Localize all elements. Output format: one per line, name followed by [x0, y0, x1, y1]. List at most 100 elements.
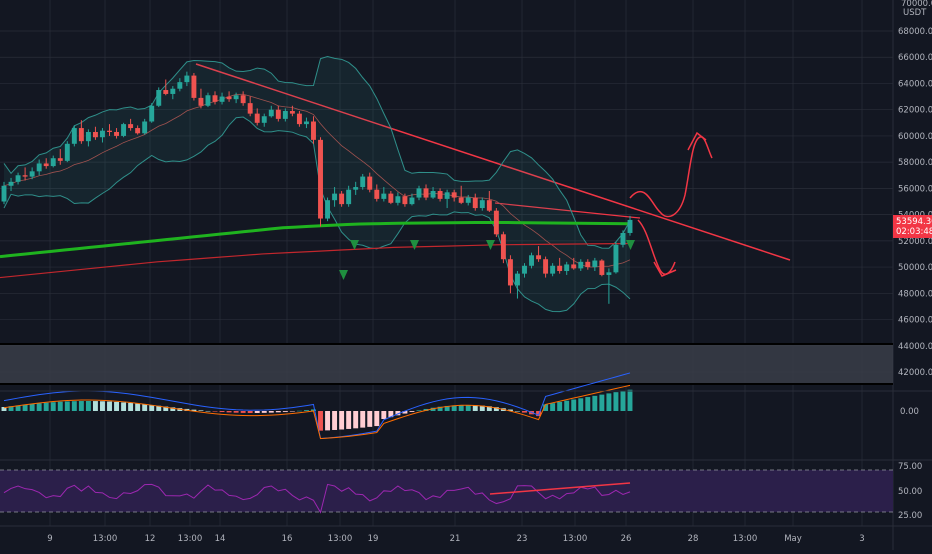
candle [128, 118, 134, 131]
candle [163, 79, 169, 96]
macd-histogram-bar [92, 401, 98, 411]
candle-body [388, 193, 394, 203]
time-axis[interactable]: 9 13:00 12 13:00 14 16 13:00 19 21 23 13:00 26 28 13:… [47, 534, 864, 544]
candle-body [184, 75, 190, 83]
macd-histogram-bar [100, 401, 105, 411]
candle-body [71, 128, 77, 144]
price-axis-title: 70000.00 [901, 0, 932, 9]
candle-body [409, 197, 415, 205]
signal-marker [350, 240, 359, 250]
rsi-polyline [3, 483, 631, 514]
candle [437, 188, 443, 202]
price-axis-tick: 62000.00 [898, 106, 932, 116]
candle-body [8, 181, 14, 186]
candle-body [395, 196, 401, 203]
candle [444, 189, 450, 209]
candle-body [198, 97, 204, 106]
macd-histogram-bar [43, 402, 49, 411]
candle [599, 259, 605, 277]
candle-body [170, 88, 176, 94]
macd-histogram-bar [578, 398, 584, 411]
candle [613, 242, 619, 274]
signal-marker [486, 240, 495, 250]
macd-histogram-bar [458, 405, 464, 411]
candle [15, 172, 21, 185]
price-axis-tick: 66000.00 [898, 53, 932, 63]
candle-body [128, 124, 134, 129]
macd-histogram-bar [191, 409, 197, 411]
candle-body [254, 113, 260, 123]
candle [121, 122, 127, 138]
candle [1, 181, 7, 205]
macd-histogram-bar [430, 407, 436, 411]
rsi-line [3, 483, 631, 514]
macd-histogram-bar [1, 407, 7, 411]
price-axis-tick: 48000.00 [898, 289, 932, 299]
macd-histogram-bar [613, 392, 619, 411]
macd-line [3, 372, 631, 440]
candle-body [529, 255, 534, 266]
candle [289, 105, 295, 117]
candle-body [353, 187, 359, 190]
candle-body [233, 95, 239, 100]
candle [226, 91, 232, 102]
candle [606, 268, 612, 304]
candle [388, 191, 394, 205]
candle [564, 261, 570, 275]
macd-histogram-bar [437, 406, 443, 411]
candle-body [311, 121, 316, 140]
time-axis-tick: 14 [215, 534, 226, 544]
macd-histogram-bar [395, 411, 401, 416]
current-price-value: 53594.36 [896, 217, 932, 227]
price-axis-quote: USDT [903, 8, 927, 18]
candle [550, 263, 556, 277]
macd-histogram-bar [71, 401, 77, 411]
candle-body [592, 260, 598, 268]
candle-body [578, 261, 584, 269]
price-axis-tick: 68000.00 [898, 27, 932, 37]
candle-body [50, 158, 56, 167]
signal-markers [339, 240, 635, 280]
time-axis-tick: 28 [688, 534, 699, 544]
macd-histogram-bar [507, 409, 513, 411]
candle [170, 86, 176, 100]
macd-histogram-bar [465, 405, 471, 411]
candle [71, 125, 77, 147]
candle-body [289, 111, 295, 114]
candle [325, 197, 331, 222]
candle [465, 194, 471, 206]
candle-body [325, 200, 331, 219]
moving-average-green [0, 220, 631, 259]
macd-histogram-bar [522, 411, 527, 413]
candle [409, 193, 415, 206]
candle [254, 108, 260, 126]
price-axis[interactable]: 70000.00 USDT 68000.00 66000.00 64000.00 62… [898, 0, 932, 378]
candle [142, 118, 148, 135]
candle-body [100, 130, 105, 138]
candle-body [15, 175, 21, 182]
candle [22, 167, 28, 181]
candle-body [571, 264, 577, 269]
candle-body [465, 197, 471, 203]
candle [85, 129, 91, 147]
candle-body [451, 192, 457, 198]
macd-histogram-bar [388, 411, 394, 418]
candle [311, 116, 316, 144]
macd-histogram-bar [212, 411, 218, 412]
candle-body [29, 171, 35, 177]
macd-histogram-bar [402, 411, 408, 414]
current-price-countdown: 02:03:48 [896, 227, 932, 237]
rsi-axis-tick-50: 50.00 [898, 487, 922, 497]
descending-trendline [195, 63, 791, 261]
macd-histogram-bar [514, 410, 520, 412]
candle [92, 126, 98, 140]
candle-body [486, 200, 492, 211]
candle-body [135, 128, 141, 134]
candle [219, 92, 225, 105]
rsi-axis-tick-25: 25.00 [898, 511, 922, 521]
candle [627, 215, 633, 236]
candle [332, 187, 338, 207]
candle-body [121, 124, 127, 136]
